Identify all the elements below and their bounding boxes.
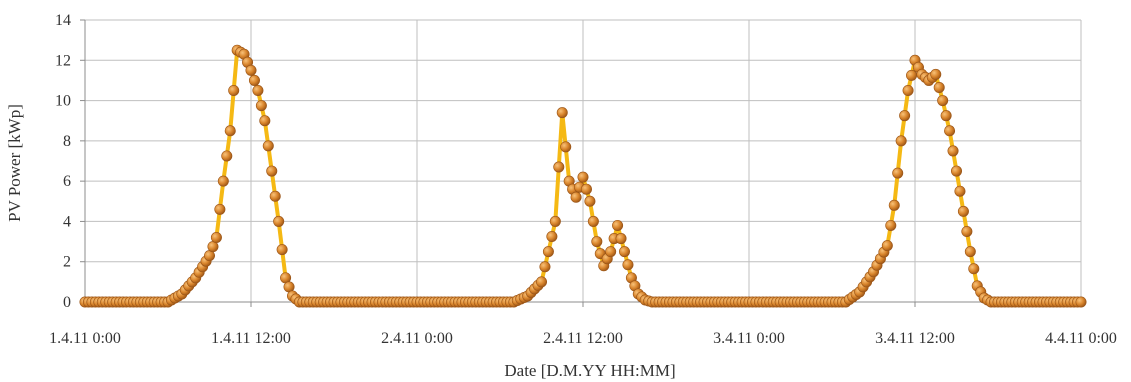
data-point <box>885 219 897 231</box>
data-point <box>560 141 572 153</box>
data-point <box>892 167 904 179</box>
data-point <box>266 165 278 177</box>
plot-frame <box>84 20 1081 303</box>
data-point <box>605 246 617 258</box>
data-point <box>940 110 952 122</box>
data-point <box>587 215 599 227</box>
data-point <box>570 191 582 203</box>
data-point <box>950 165 962 177</box>
data-point <box>899 110 911 122</box>
gridlines <box>80 19 1082 307</box>
data-point <box>228 85 240 97</box>
y-tick-label: 6 <box>63 173 71 190</box>
data-point <box>546 231 558 243</box>
data-point <box>542 246 554 258</box>
data-point <box>961 226 973 238</box>
data-point <box>888 199 900 211</box>
data-point <box>549 215 561 227</box>
data-point <box>248 74 260 86</box>
data-point <box>210 232 222 244</box>
data-point <box>895 135 907 147</box>
data-point <box>618 246 630 258</box>
data-point <box>262 140 274 152</box>
x-tick-labels: 1.4.11 0:00 1.4.11 12:00 2.4.11 0:00 2.4.11… <box>49 330 1117 347</box>
data-point <box>539 261 551 273</box>
x-tick-label: 3.4.11 0:00 <box>713 330 785 347</box>
y-tick-label: 14 <box>55 12 71 29</box>
x-tick-label: 2.4.11 0:00 <box>381 330 453 347</box>
data-point <box>580 183 592 195</box>
x-tick-label: 2.4.11 12:00 <box>543 330 623 347</box>
data-point <box>944 125 956 137</box>
data-point <box>957 205 969 217</box>
data-point <box>556 107 568 119</box>
data-point <box>1075 296 1087 308</box>
data-point <box>584 195 596 207</box>
data-point <box>269 190 281 202</box>
data-point <box>902 85 914 97</box>
data-point <box>245 64 257 76</box>
data-point <box>615 233 627 245</box>
data-point <box>933 81 945 93</box>
y-tick-label: 10 <box>55 93 71 110</box>
x-axis-title: Date [D.M.YY HH:MM] <box>504 361 675 380</box>
data-point <box>535 276 547 288</box>
data-point <box>252 85 264 97</box>
data-point <box>954 185 966 197</box>
x-tick-label: 1.4.11 12:00 <box>211 330 291 347</box>
data-point <box>930 68 942 80</box>
data-point <box>591 236 603 248</box>
data-point <box>259 115 271 127</box>
data-point <box>217 175 229 187</box>
y-axis-title: PV Power [kWp] <box>5 104 24 222</box>
y-tick-label: 8 <box>63 133 71 150</box>
data-point <box>214 203 226 215</box>
y-tick-label: 12 <box>55 52 71 69</box>
series-points <box>79 44 1087 308</box>
x-tick-label: 1.4.11 0:00 <box>49 330 121 347</box>
data-point <box>881 240 893 252</box>
data-point <box>947 145 959 157</box>
y-tick-label: 2 <box>63 254 71 271</box>
data-point <box>221 150 233 162</box>
data-point <box>612 219 624 231</box>
data-point <box>255 100 267 112</box>
data-point <box>622 259 634 271</box>
data-point <box>964 246 976 258</box>
data-point <box>968 263 980 275</box>
y-tick-label: 4 <box>63 213 71 230</box>
data-point <box>224 125 236 137</box>
y-tick-labels: 0 2 4 6 8 10 12 14 <box>55 12 71 311</box>
data-point <box>577 171 589 183</box>
y-tick-label: 0 <box>63 294 71 311</box>
x-tick-label: 4.4.11 0:00 <box>1045 330 1117 347</box>
x-tick-label: 3.4.11 12:00 <box>875 330 955 347</box>
data-point <box>553 161 565 173</box>
data-point <box>276 244 288 256</box>
data-point <box>273 215 285 227</box>
data-point <box>937 95 949 107</box>
